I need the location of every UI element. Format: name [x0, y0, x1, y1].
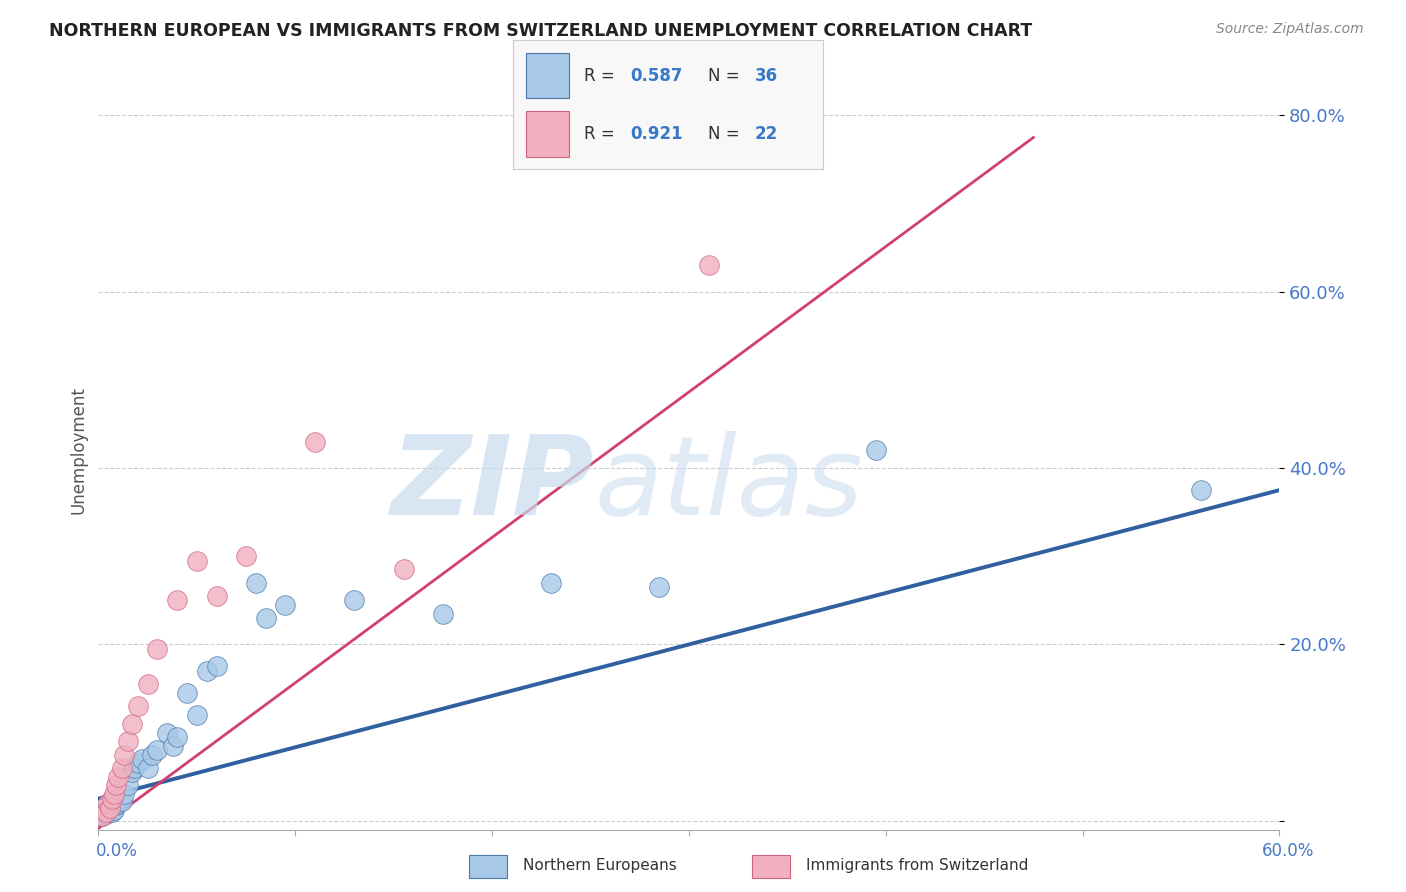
Point [648, 580, 671, 594]
Point [186, 554, 208, 568]
Point [103, 787, 125, 801]
Point [697, 258, 720, 272]
Bar [470, 855, 506, 878]
Text: NORTHERN EUROPEAN VS IMMIGRANTS FROM SWITZERLAND UNEMPLOYMENT CORRELATION CHART: NORTHERN EUROPEAN VS IMMIGRANTS FROM SWI… [49, 22, 1032, 40]
Point [97, 796, 120, 810]
Point [343, 593, 366, 607]
Point [127, 699, 149, 714]
Point [254, 611, 277, 625]
Text: R =: R = [585, 125, 620, 143]
Point [141, 747, 163, 762]
Point [107, 791, 129, 805]
Text: Source: ZipAtlas.com: Source: ZipAtlas.com [1216, 22, 1364, 37]
Point [304, 434, 326, 449]
Point [98, 800, 121, 814]
Text: 36: 36 [755, 67, 778, 85]
Point [117, 734, 139, 748]
Point [245, 575, 267, 590]
Text: atlas: atlas [595, 431, 863, 538]
Point [127, 756, 149, 771]
Text: 0.921: 0.921 [631, 125, 683, 143]
Point [162, 739, 184, 753]
Point [107, 770, 129, 784]
Text: N =: N = [709, 67, 745, 85]
Point [205, 589, 228, 603]
Point [121, 765, 143, 780]
Text: Northern Europeans: Northern Europeans [523, 858, 676, 872]
Point [131, 752, 153, 766]
Point [186, 708, 208, 723]
Bar [526, 112, 569, 157]
Text: 0.587: 0.587 [631, 67, 683, 85]
Point [146, 641, 169, 656]
Point [432, 607, 454, 621]
Point [91, 809, 114, 823]
Bar [526, 54, 569, 98]
Y-axis label: Unemployment: Unemployment [69, 386, 87, 515]
Text: 0.0%: 0.0% [96, 842, 138, 860]
Point [392, 562, 415, 576]
Point [205, 659, 228, 673]
Point [136, 761, 159, 775]
Point [274, 598, 297, 612]
Text: Immigrants from Switzerland: Immigrants from Switzerland [806, 858, 1028, 872]
Point [1189, 483, 1212, 497]
Text: 22: 22 [755, 125, 778, 143]
Point [96, 806, 118, 821]
Point [101, 805, 124, 819]
Text: R =: R = [585, 67, 620, 85]
Point [97, 803, 120, 817]
Point [105, 797, 128, 812]
Point [166, 730, 188, 744]
Text: 60.0%: 60.0% [1263, 842, 1315, 860]
Point [146, 743, 169, 757]
Point [195, 664, 218, 678]
Point [156, 725, 179, 739]
Point [105, 779, 128, 793]
Point [91, 809, 114, 823]
Point [176, 686, 198, 700]
Point [111, 794, 134, 808]
Point [121, 716, 143, 731]
Point [93, 805, 115, 819]
Point [98, 800, 121, 814]
Point [112, 787, 135, 801]
Text: ZIP: ZIP [391, 431, 595, 538]
Point [103, 803, 125, 817]
Point [122, 761, 145, 775]
Point [166, 593, 188, 607]
Point [96, 805, 118, 819]
Point [865, 443, 887, 458]
Point [101, 791, 124, 805]
Point [112, 747, 135, 762]
Bar [752, 855, 790, 878]
Point [540, 575, 562, 590]
Point [117, 779, 139, 793]
Point [111, 761, 134, 775]
Text: N =: N = [709, 125, 745, 143]
Point [235, 549, 257, 564]
Point [107, 796, 129, 810]
Point [136, 677, 159, 691]
